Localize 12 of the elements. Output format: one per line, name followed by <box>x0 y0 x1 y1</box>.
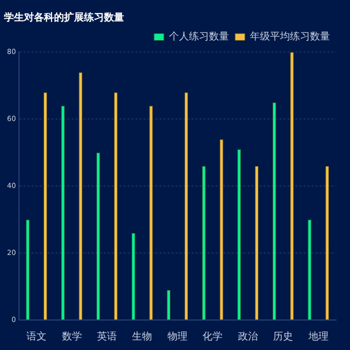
x-tick-label: 数学 <box>62 330 82 343</box>
x-tick-label: 生物 <box>132 330 152 343</box>
legend-label: 个人练习数量 <box>169 30 229 43</box>
chart-title: 学生对各科的扩展练习数量 <box>4 12 124 24</box>
x-tick-label: 物理 <box>167 332 188 343</box>
x-tick-label: 地理 <box>307 330 328 343</box>
x-tick-label: 语文 <box>26 330 47 343</box>
x-tick-label: 历史 <box>273 330 294 343</box>
legend-label: 年级平均练习数量 <box>250 30 330 43</box>
x-tick-label: 英语 <box>96 330 117 343</box>
x-tick-label: 化学 <box>202 330 223 343</box>
x-tick-label: 政治 <box>238 330 258 343</box>
